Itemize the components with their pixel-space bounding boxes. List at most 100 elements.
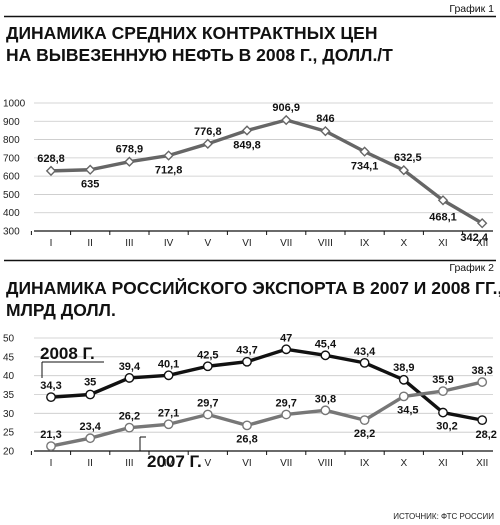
y-tick-label: 50 bbox=[3, 334, 15, 345]
series-line-0-0 bbox=[50, 118, 484, 225]
y-tick-label: 900 bbox=[3, 117, 20, 128]
series-line-1-1 bbox=[50, 380, 483, 448]
chart-1-data-labels: 628,8 635 678,9 712,8 776,8 849,8 906,9 … bbox=[37, 102, 489, 244]
data-label-c1-0: 628,8 bbox=[37, 153, 65, 165]
y-tick-label: 40 bbox=[3, 371, 15, 382]
data-label-c1-5: 849,8 bbox=[233, 139, 261, 151]
x-tick-label: X bbox=[400, 458, 407, 469]
data-label-2007-2: 26,2 bbox=[119, 411, 140, 423]
chart-2-x-tick-marks bbox=[30, 451, 464, 455]
data-point bbox=[477, 377, 488, 387]
data-point bbox=[46, 392, 56, 403]
data-point bbox=[438, 407, 448, 418]
data-point bbox=[359, 415, 370, 426]
chart-1-title-line-1: ДИНАМИКА СРЕДНИХ КОНТРАКТНЫХ ЦЕН bbox=[6, 23, 377, 43]
x-tick-label: VII bbox=[280, 458, 292, 469]
data-point bbox=[45, 165, 57, 177]
data-label-2008-10: 30,2 bbox=[436, 421, 457, 433]
chart-2-x-tick-labels: I II III IV V VI VII VIII IX X XI XII bbox=[50, 458, 489, 469]
chart-1-series bbox=[45, 114, 488, 229]
series-line-1-0 bbox=[50, 347, 483, 422]
chart-1-y-tick-labels: 300 400 500 600 700 800 900 1000 bbox=[3, 99, 26, 238]
data-label-c1-1: 635 bbox=[81, 179, 99, 191]
chart-1-x-tick-labels: I II III IV V VI VII VIII IX X XI XII bbox=[50, 238, 489, 249]
data-label-2007-8: 28,2 bbox=[354, 428, 375, 440]
y-tick-label: 1000 bbox=[3, 99, 26, 110]
data-point bbox=[320, 125, 331, 137]
chart-1-tag: График 1 bbox=[449, 3, 494, 15]
data-label-2007-10: 35,9 bbox=[432, 374, 453, 386]
data-label-2008-4: 42,5 bbox=[197, 349, 218, 361]
chart-1-x-tick-marks bbox=[30, 231, 464, 235]
data-point bbox=[281, 344, 292, 355]
x-tick-label: V bbox=[204, 238, 211, 249]
data-point bbox=[438, 386, 448, 397]
chart-2-series-2007-labels: 21,3 23,4 26,2 27,1 29,7 26,8 29,7 30,8 … bbox=[40, 365, 493, 445]
data-label-c1-10: 468,1 bbox=[429, 211, 457, 223]
y-tick-label: 20 bbox=[3, 447, 15, 458]
data-point bbox=[359, 146, 370, 157]
data-label-c1-7: 846 bbox=[316, 113, 334, 125]
data-label-c1-11: 342,4 bbox=[460, 232, 488, 244]
y-tick-label: 700 bbox=[3, 153, 20, 164]
x-tick-label: IX bbox=[360, 238, 370, 249]
x-tick-label: III bbox=[125, 458, 133, 469]
data-label-c1-9: 632,5 bbox=[394, 152, 422, 164]
data-label-c1-3: 712,8 bbox=[155, 165, 183, 177]
data-label-2007-6: 29,7 bbox=[275, 397, 296, 409]
data-point bbox=[241, 125, 253, 136]
data-point bbox=[124, 156, 135, 167]
y-tick-label: 30 bbox=[3, 409, 15, 420]
data-point bbox=[477, 415, 488, 426]
y-tick-label: 400 bbox=[3, 208, 20, 219]
data-label-2007-0: 21,3 bbox=[40, 429, 61, 441]
x-tick-label: VIII bbox=[318, 458, 333, 469]
data-label-2008-9: 38,9 bbox=[393, 362, 414, 374]
x-tick-label: VII bbox=[280, 238, 292, 249]
data-point bbox=[437, 195, 449, 206]
y-tick-label: 600 bbox=[3, 172, 20, 183]
data-label-2007-1: 23,4 bbox=[79, 421, 101, 433]
chart-2-y-tick-labels: 20 25 30 35 40 45 50 bbox=[3, 334, 15, 458]
chart-2-title-line-2: МЛРД ДОЛЛ. bbox=[6, 300, 116, 320]
chart-2-gridlines bbox=[34, 337, 493, 433]
x-tick-label: I bbox=[50, 238, 53, 249]
x-tick-label: XI bbox=[438, 238, 447, 249]
data-point bbox=[163, 419, 174, 430]
chart-2-series bbox=[46, 344, 488, 452]
data-point bbox=[242, 420, 252, 431]
y-tick-label: 35 bbox=[3, 390, 15, 401]
series-name-2008: 2008 Г. bbox=[40, 344, 95, 363]
data-label-c1-6: 906,9 bbox=[272, 102, 300, 114]
data-label-c1-8: 734,1 bbox=[351, 161, 379, 173]
data-label-c1-2: 678,9 bbox=[116, 144, 144, 156]
x-tick-label: V bbox=[204, 458, 211, 469]
x-tick-label: IV bbox=[164, 458, 174, 469]
data-label-2007-5: 26,8 bbox=[236, 433, 257, 445]
data-point bbox=[202, 138, 213, 150]
data-point bbox=[398, 374, 409, 385]
source-note: ИСТОЧНИК: ФТС РОССИИ bbox=[393, 512, 494, 521]
x-tick-label: IV bbox=[164, 238, 174, 249]
data-point bbox=[124, 422, 135, 433]
x-tick-label: XI bbox=[438, 458, 447, 469]
x-tick-label: III bbox=[125, 238, 133, 249]
x-tick-label: IX bbox=[360, 458, 370, 469]
data-label-2008-11: 28,2 bbox=[475, 429, 496, 441]
x-tick-label: XII bbox=[476, 238, 488, 249]
data-label-2008-7: 45,4 bbox=[315, 338, 337, 350]
x-tick-label: VI bbox=[242, 458, 251, 469]
x-tick-label: X bbox=[400, 238, 407, 249]
data-point bbox=[320, 405, 331, 416]
data-point bbox=[163, 370, 174, 381]
data-label-2008-2: 39,4 bbox=[119, 361, 141, 373]
chart-2-tag: График 2 bbox=[449, 262, 494, 274]
data-point bbox=[85, 433, 96, 444]
data-point bbox=[163, 150, 174, 161]
data-point bbox=[320, 350, 331, 361]
y-tick-label: 45 bbox=[3, 352, 15, 363]
data-label-2008-6: 47 bbox=[280, 332, 292, 344]
data-point bbox=[281, 409, 292, 420]
x-tick-label: II bbox=[87, 238, 93, 249]
